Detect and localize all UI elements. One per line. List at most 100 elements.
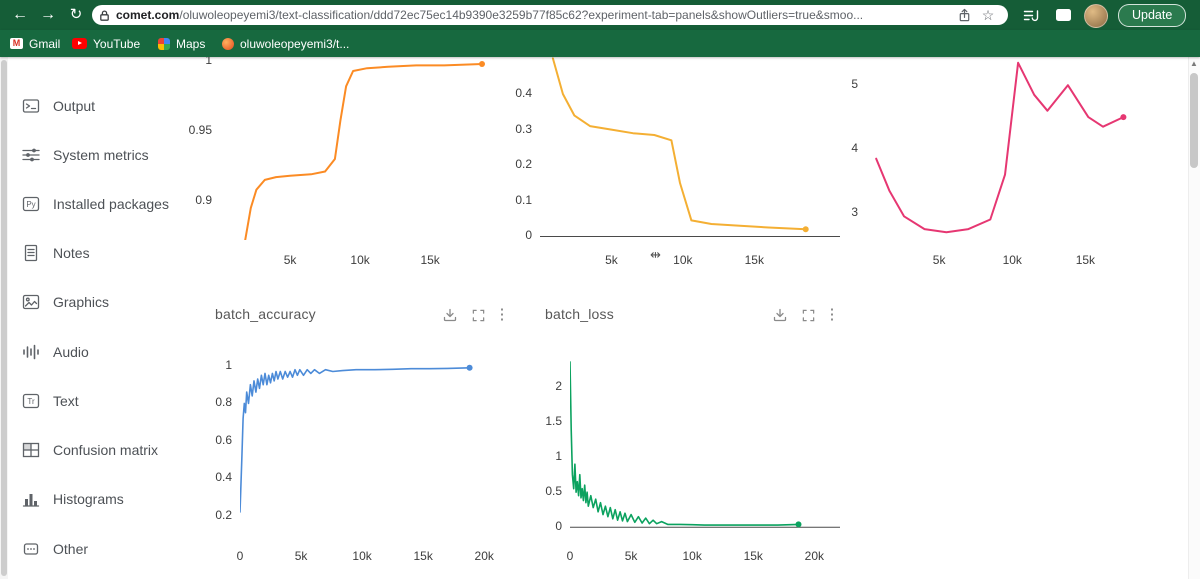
scroll-up-arrow[interactable]: ▲ xyxy=(1190,59,1198,68)
panel-menu-icon[interactable]: ⋮ xyxy=(494,306,510,323)
x-tick-label: 0 xyxy=(236,549,244,563)
forward-button[interactable]: → xyxy=(40,6,56,23)
y-tick-label: 0.2 xyxy=(515,157,532,172)
x-tick-label: 0 xyxy=(566,549,574,563)
youtube-icon xyxy=(72,38,87,49)
panel-chart-loss: 0 0.1 0.2 0.3 0.4 5k 10k 15k xyxy=(500,57,850,282)
x-tick-label: 5k xyxy=(932,253,946,267)
sidebar-item-label: System metrics xyxy=(53,146,149,163)
sidebar-item-label: Notes xyxy=(53,244,90,261)
panel-menu-icon[interactable]: ⋮ xyxy=(824,306,840,323)
chart-canvas[interactable] xyxy=(240,350,505,527)
x-tick-label: 15k xyxy=(413,549,433,563)
sidebar-item-label: Installed packages xyxy=(53,195,169,212)
bookmark-label: Maps xyxy=(176,36,206,51)
y-tick-label: 0.4 xyxy=(515,86,532,101)
bookmark-maps[interactable]: Maps xyxy=(158,30,205,57)
reload-button[interactable]: ↻ xyxy=(69,6,83,23)
side-panel-icon[interactable] xyxy=(1050,3,1076,27)
x-tick-label: 10k xyxy=(352,549,372,563)
maps-icon xyxy=(158,37,170,50)
x-tick-label: 5k xyxy=(283,253,297,267)
y-tick-label: 0.8 xyxy=(215,395,232,410)
update-button[interactable]: Update xyxy=(1118,4,1187,27)
comet-favicon xyxy=(222,37,234,50)
sidebar-item-output[interactable]: Output xyxy=(8,81,242,130)
bookmark-star-icon[interactable]: ☆ xyxy=(981,6,995,23)
sidebar-item-audio[interactable]: Audio xyxy=(8,327,242,376)
fullscreen-icon[interactable] xyxy=(798,305,818,325)
x-tick-label: 20k xyxy=(804,549,825,563)
panel-chart-metric: 3 4 5 5k 10k 15k xyxy=(826,57,1171,282)
address-bar[interactable]: comet.com/oluwoleopeyemi3/text-classific… xyxy=(92,5,1008,25)
sidebar-scrollbar-thumb[interactable] xyxy=(1,60,7,576)
x-tick-label: 10k xyxy=(673,253,693,267)
sidebar-item-other[interactable]: Other xyxy=(8,524,242,573)
sidebar-item-histograms[interactable]: Histograms xyxy=(8,474,242,523)
sidebar-item-label: Text xyxy=(53,392,79,409)
x-tick-label: 15k xyxy=(420,253,440,267)
chart-canvas[interactable] xyxy=(540,57,840,240)
bookmark-comet[interactable]: oluwoleopeyemi3/t... xyxy=(222,30,349,57)
chart-canvas[interactable] xyxy=(866,57,1160,240)
panel-title-batch-loss: batch_loss xyxy=(545,306,614,322)
sidebar-item-label: Histograms xyxy=(53,490,124,507)
sidebar-item-label: Other xyxy=(53,540,89,557)
sidebar-item-graphics[interactable]: Graphics xyxy=(8,277,242,326)
y-tick-label: 0.3 xyxy=(515,121,532,136)
system-metrics-icon xyxy=(22,146,40,164)
sidebar-item-label: Audio xyxy=(53,343,89,360)
batch-accuracy-chart: 0.2 0.4 0.6 0.8 1 0 5k 10k 15k 20k xyxy=(200,350,540,579)
sidebar-item-label: Confusion matrix xyxy=(53,441,159,458)
x-tick-label: 10k xyxy=(682,549,702,563)
y-tick-label: 0 xyxy=(555,519,562,534)
x-tick-label: 20k xyxy=(474,549,494,563)
x-tick-label: 15k xyxy=(1075,253,1096,267)
experiment-panels-page: Output System metrics Py Insta xyxy=(0,53,1200,579)
sidebar-item-confusion-matrix[interactable]: Confusion matrix xyxy=(8,425,242,474)
page-scrollbar-thumb[interactable] xyxy=(1190,73,1198,168)
x-tick-label: 5k xyxy=(605,253,618,267)
x-tick-label: 15k xyxy=(743,549,763,563)
bookmark-youtube[interactable]: YouTube xyxy=(72,30,140,57)
bookmark-label: oluwoleopeyemi3/t... xyxy=(240,36,350,51)
download-icon[interactable] xyxy=(770,305,790,325)
sidebar-item-label: Graphics xyxy=(53,293,110,310)
url-text: comet.com/oluwoleopeyemi3/text-classific… xyxy=(116,8,952,22)
bookmarks-bar: M Gmail YouTube Maps oluwoleopeyemi3/t..… xyxy=(0,30,1200,57)
reading-list-icon[interactable] xyxy=(1018,3,1044,27)
url-path: /oluwoleopeyemi3/text-classification/ddd… xyxy=(179,8,864,22)
graphics-icon xyxy=(22,293,40,311)
sidebar-item-text[interactable]: Tr Text xyxy=(8,376,242,425)
bookmark-gmail[interactable]: M Gmail xyxy=(10,30,60,57)
browser-toolbar: ← → ↻ comet.com/oluwoleopeyemi3/text-cla… xyxy=(0,0,1200,30)
x-tick-label: 5k xyxy=(294,549,308,563)
sidebar-item-installed-packages[interactable]: Py Installed packages xyxy=(8,179,242,228)
y-tick-label: 1 xyxy=(555,449,562,464)
x-tick-label: 10k xyxy=(350,253,370,267)
avatar[interactable] xyxy=(1084,4,1108,28)
chart-canvas[interactable] xyxy=(220,57,510,240)
x-tick-label: 5k xyxy=(624,549,638,563)
download-icon[interactable] xyxy=(440,305,460,325)
text-icon: Tr xyxy=(22,392,40,410)
share-icon[interactable] xyxy=(952,6,976,24)
gmail-icon: M xyxy=(10,38,23,49)
url-domain: comet.com xyxy=(116,8,180,22)
sidebar-item-notes[interactable]: Notes xyxy=(8,228,242,277)
y-tick-label: 0.9 xyxy=(195,192,212,207)
y-tick-label: 3 xyxy=(851,205,858,220)
y-tick-label: 0.6 xyxy=(215,432,232,447)
notes-icon xyxy=(22,244,40,262)
chart-canvas[interactable] xyxy=(570,350,840,530)
back-button[interactable]: ← xyxy=(12,6,28,23)
y-tick-label: 5 xyxy=(851,77,858,92)
fullscreen-icon[interactable] xyxy=(468,305,488,325)
svg-text:Tr: Tr xyxy=(27,397,35,406)
audio-icon xyxy=(22,343,40,361)
y-tick-label: 0.95 xyxy=(188,123,212,138)
sidebar-item-system-metrics[interactable]: System metrics xyxy=(8,130,242,179)
y-tick-label: 2 xyxy=(555,379,562,394)
python-packages-icon: Py xyxy=(22,195,40,213)
